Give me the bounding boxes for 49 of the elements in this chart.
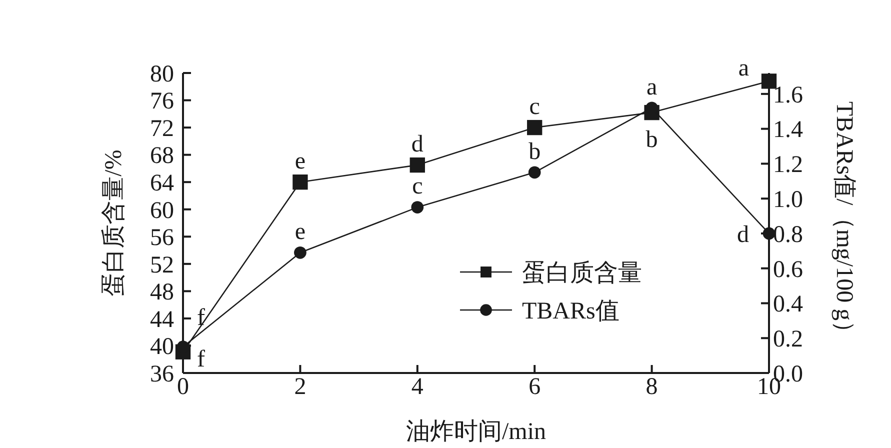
annotation: b [646, 126, 658, 153]
annotation: a [738, 56, 750, 82]
annotation: e [294, 148, 306, 174]
y2-axis-title: TBARs值/（mg/100 g） [831, 101, 857, 345]
y-axis-title: 蛋白质含量/% [101, 150, 127, 296]
x-tick-label: 2 [294, 374, 306, 400]
annotation: d [411, 131, 424, 158]
y2-tick-label: 1.0 [773, 186, 803, 213]
y-tick-label: 72 [150, 116, 174, 142]
annotation: f [197, 305, 205, 332]
point [411, 201, 424, 214]
annotation: c [529, 94, 540, 120]
point [527, 120, 542, 136]
y-tick-label: 68 [150, 143, 174, 170]
y2-tick-label: 1.2 [773, 152, 803, 178]
x-tick-label: 8 [646, 374, 658, 400]
point [292, 174, 308, 190]
point [294, 246, 306, 259]
y-tick-label: 76 [150, 88, 174, 115]
point [761, 74, 777, 89]
y2-tick-label: 0.2 [773, 326, 803, 353]
y-tick-label: 48 [150, 280, 174, 306]
x-tick-label: 4 [411, 374, 424, 400]
annotation: f [197, 346, 205, 372]
annotation: c [412, 174, 423, 200]
y-tick-label: 52 [150, 252, 174, 278]
y2-tick-label: 0.6 [773, 256, 803, 283]
annotation: e [294, 219, 306, 246]
y-tick-label: 36 [150, 361, 174, 388]
y2-tick-label: 1.4 [773, 117, 803, 144]
annotation: a [646, 74, 658, 100]
x-axis-title: 油炸时间/min [406, 419, 546, 445]
y-tick-label: 56 [150, 225, 174, 252]
annotation: b [528, 138, 541, 165]
x-tick-label: 6 [528, 374, 541, 400]
y2-tick-label: 0.4 [773, 292, 803, 318]
y-tick-label: 64 [150, 170, 174, 196]
point [410, 157, 425, 173]
annotation: d [737, 222, 749, 248]
y-tick-label: 40 [150, 334, 174, 360]
y-tick-label: 60 [150, 198, 174, 224]
x-tick-label: 0 [177, 374, 189, 400]
legend-label: TBARs值 [522, 298, 620, 324]
point [528, 166, 541, 179]
y-tick-label: 44 [150, 306, 174, 333]
y2-tick-label: 1.6 [773, 82, 803, 108]
y2-tick-label: 0.8 [773, 222, 803, 248]
legend-label: 蛋白质含量 [522, 260, 642, 286]
y-tick-label: 80 [150, 61, 174, 88]
